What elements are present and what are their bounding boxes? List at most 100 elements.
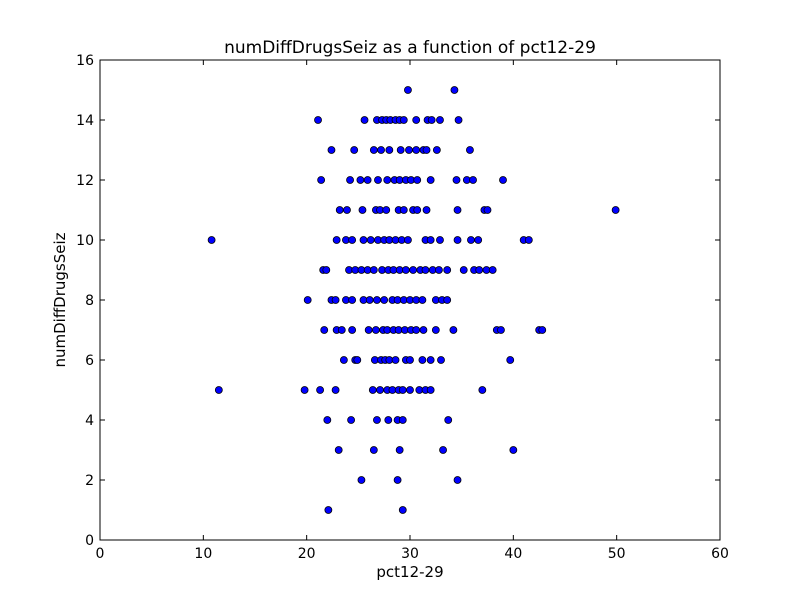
data-point xyxy=(413,147,420,154)
data-point xyxy=(404,237,411,244)
data-point xyxy=(413,327,420,334)
y-tick-label: 12 xyxy=(76,173,94,189)
data-point xyxy=(347,177,354,184)
data-point xyxy=(386,147,393,154)
data-point xyxy=(436,117,443,124)
data-point xyxy=(414,207,421,214)
data-point xyxy=(366,297,373,304)
y-axis-label: numDiffDrugsSeiz xyxy=(51,232,69,367)
data-point xyxy=(358,477,365,484)
data-point xyxy=(436,237,443,244)
data-point xyxy=(427,357,434,364)
data-point xyxy=(404,87,411,94)
data-point xyxy=(422,267,429,274)
data-point xyxy=(364,177,371,184)
data-point xyxy=(333,237,340,244)
data-point xyxy=(444,267,451,274)
data-point xyxy=(392,357,399,364)
data-point xyxy=(479,387,486,394)
y-tick-label: 4 xyxy=(85,413,94,429)
data-point xyxy=(381,297,388,304)
data-point xyxy=(324,417,331,424)
x-tick-label: 60 xyxy=(711,546,729,562)
data-point xyxy=(385,417,392,424)
data-point xyxy=(454,237,461,244)
data-point xyxy=(451,87,458,94)
data-point xyxy=(315,117,322,124)
data-point xyxy=(394,477,401,484)
chart-title: numDiffDrugsSeiz as a function of pct12-… xyxy=(224,38,596,58)
data-point xyxy=(419,297,426,304)
data-point xyxy=(332,387,339,394)
data-point xyxy=(365,327,372,334)
data-point xyxy=(215,387,222,394)
data-point xyxy=(399,417,406,424)
data-point xyxy=(383,207,390,214)
data-point xyxy=(407,387,414,394)
y-tick-label: 2 xyxy=(85,473,94,489)
data-point xyxy=(377,387,384,394)
y-tick-label: 10 xyxy=(76,233,94,249)
data-point xyxy=(400,207,407,214)
data-point xyxy=(397,147,404,154)
data-point xyxy=(396,447,403,454)
data-point xyxy=(328,147,335,154)
x-tick-label: 40 xyxy=(504,546,522,562)
data-point xyxy=(405,147,412,154)
x-tick-label: 50 xyxy=(608,546,626,562)
data-point xyxy=(445,417,452,424)
data-point xyxy=(361,117,368,124)
data-point xyxy=(318,177,325,184)
data-point xyxy=(370,267,377,274)
data-point xyxy=(336,207,343,214)
data-point xyxy=(407,357,414,364)
data-point xyxy=(323,267,330,274)
x-tick-label: 30 xyxy=(401,546,419,562)
data-point xyxy=(454,207,461,214)
data-point xyxy=(373,417,380,424)
data-point xyxy=(423,147,430,154)
y-tick-label: 0 xyxy=(85,533,94,549)
data-point xyxy=(428,117,435,124)
data-point xyxy=(332,297,339,304)
data-point xyxy=(208,237,215,244)
data-point xyxy=(335,447,342,454)
data-point xyxy=(525,237,532,244)
data-point xyxy=(500,177,507,184)
data-point xyxy=(301,387,308,394)
data-point xyxy=(427,387,434,394)
data-point xyxy=(460,267,467,274)
data-point xyxy=(378,147,385,154)
data-point xyxy=(414,177,421,184)
data-point xyxy=(367,237,374,244)
data-point xyxy=(507,357,514,364)
data-point xyxy=(384,177,391,184)
data-point xyxy=(357,177,364,184)
data-point xyxy=(450,327,457,334)
data-point xyxy=(402,267,409,274)
data-point xyxy=(374,177,381,184)
data-point xyxy=(440,447,447,454)
data-point xyxy=(340,357,347,364)
data-point xyxy=(476,267,483,274)
y-tick-label: 16 xyxy=(76,53,94,69)
data-point xyxy=(338,327,345,334)
data-point xyxy=(444,297,451,304)
data-point xyxy=(539,327,546,334)
data-point xyxy=(455,117,462,124)
data-point xyxy=(427,177,434,184)
data-point xyxy=(373,297,380,304)
data-point xyxy=(466,147,473,154)
x-tick-label: 20 xyxy=(298,546,316,562)
y-tick-label: 14 xyxy=(76,113,94,129)
data-point xyxy=(423,207,430,214)
data-point xyxy=(410,267,417,274)
data-point xyxy=(453,177,460,184)
data-point xyxy=(427,237,434,244)
data-point xyxy=(349,237,356,244)
data-point xyxy=(360,237,367,244)
data-point xyxy=(467,237,474,244)
data-point xyxy=(372,327,379,334)
data-point xyxy=(435,267,442,274)
